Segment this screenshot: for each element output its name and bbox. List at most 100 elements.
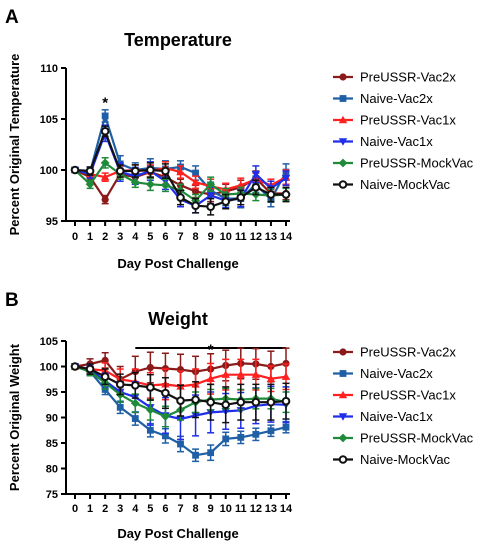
data-point [161,180,170,190]
x-axis-label: Day Post Challenge [117,256,238,271]
data-point [85,166,95,176]
x-tick-label: 6 [162,503,168,515]
series-naive-mockvac [70,125,291,216]
x-tick-label: 13 [265,231,277,243]
legend-marker [338,433,348,443]
data-point [191,178,200,186]
legend-label: Naive-MockVac [360,452,451,467]
legend-item: PreUSSR-Vac2x [333,70,456,85]
legend-item: PreUSSR-Vac2x [333,345,456,360]
data-point [206,192,215,200]
x-tick-label: 5 [147,231,153,243]
data-point [221,400,231,410]
x-tick-label: 4 [132,503,139,515]
data-point [161,166,170,176]
data-point [221,370,230,378]
x-tick-label: 12 [250,231,262,243]
y-tick-label: 95 [46,216,58,228]
x-tick-label: 8 [193,503,199,515]
legend-marker [338,455,348,464]
data-point [251,183,261,192]
x-tick-label: 11 [235,503,247,515]
data-point [207,449,215,457]
x-tick-label: 9 [208,503,214,515]
series-naive-mockvac [70,362,291,424]
x-tick-label: 1 [87,231,93,243]
legend-marker [338,413,348,421]
panel-letter: A [5,7,19,28]
data-point [266,397,276,407]
legend-item: Naive-Vac1x [333,134,433,149]
y-tick-label: 80 [46,464,58,476]
data-point [236,370,245,378]
data-point [85,179,95,189]
legend-item: Naive-Vac1x [333,409,433,424]
legend-label: PreUSSR-Vac2x [360,345,456,360]
legend-label: Naive-Vac1x [360,134,433,149]
data-point [236,193,246,202]
y-tick-label: 110 [40,63,58,75]
legend-item: Naive-Vac2x [333,366,433,381]
data-point [177,440,184,448]
data-point [101,195,109,204]
y-axis-label: Percent Original Weight [7,343,22,491]
data-point [267,427,275,435]
data-point [192,169,199,177]
x-tick-label: 0 [72,231,78,243]
x-tick-label: 5 [147,503,153,515]
x-tick-label: 10 [220,231,232,243]
x-tick-label: 14 [280,503,293,515]
x-tick-label: 13 [265,503,277,515]
legend-item: Naive-Vac2x [333,91,433,106]
data-point [281,190,291,199]
data-point [85,364,95,374]
legend-marker [339,73,347,81]
y-tick-label: 100 [40,165,58,177]
data-point [251,397,261,407]
legend-label: Naive-MockVac [360,177,451,192]
legend-label: Naive-Vac1x [360,409,433,424]
data-point [101,112,109,120]
data-point [130,166,140,176]
data-point [252,430,260,438]
x-tick-label: 3 [117,231,123,243]
legend-marker [338,138,348,146]
chart-title: Weight [148,309,208,329]
data-point [236,397,246,407]
data-point [116,403,124,411]
legend-label: PreUSSR-Vac2x [360,70,456,85]
data-point [130,398,140,408]
data-point [115,166,125,176]
data-point [176,193,185,202]
y-tick-label: 105 [40,114,58,126]
data-point [70,362,80,371]
y-axis-label: Percent Original Temperature [7,54,22,236]
x-tick-label: 7 [177,231,183,243]
data-point [221,197,231,206]
legend-item: Naive-MockVac [333,452,451,467]
x-tick-label: 11 [235,231,247,243]
x-tick-label: 4 [132,231,139,243]
legend-label: PreUSSR-MockVac [360,431,474,446]
significance-star: * [208,342,214,359]
data-point [130,177,140,187]
data-point [281,174,291,183]
legend-item: PreUSSR-Vac1x [333,388,456,403]
x-tick-label: 2 [102,503,108,515]
data-point [192,451,199,459]
legend-marker [338,158,348,168]
data-point [145,179,155,189]
y-tick-label: 85 [46,438,58,450]
y-tick-label: 100 [40,362,58,374]
data-point [191,201,200,210]
x-tick-label: 14 [280,231,293,243]
legend-marker [338,180,348,189]
x-axis-label: Day Post Challenge [117,526,238,541]
legend-item: PreUSSR-MockVac [333,431,474,446]
legend-marker [338,115,348,124]
legend-marker [338,390,348,399]
data-point [100,126,110,136]
data-point [282,423,290,431]
